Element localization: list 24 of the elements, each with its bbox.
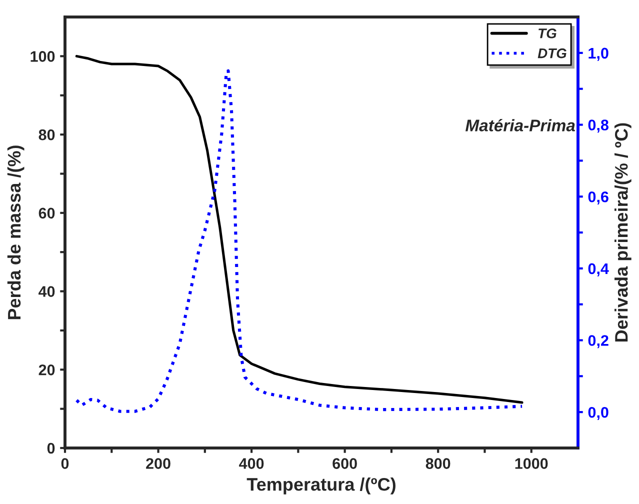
y-tick-label: 0 bbox=[47, 442, 55, 454]
y-tick-label: 60 bbox=[38, 208, 55, 219]
legend-label: TG bbox=[538, 28, 556, 38]
x-tick-label: 800 bbox=[426, 458, 450, 469]
y-axis-title: Perda de massa /(%) bbox=[7, 146, 24, 320]
x-tick-label: 400 bbox=[239, 458, 264, 469]
y-tick-label: 40 bbox=[38, 286, 55, 297]
x-tick-label: 1000 bbox=[515, 458, 548, 469]
x-tick-label: 0 bbox=[61, 458, 69, 469]
y-tick-label: 80 bbox=[38, 129, 55, 140]
y2-tick-label: 0,4 bbox=[588, 263, 609, 276]
y2-tick-label: 1,0 bbox=[588, 48, 608, 61]
x-axis-title: Temperatura /(ºC) bbox=[246, 478, 396, 494]
y-tick-label: 100 bbox=[30, 51, 55, 62]
y2-axis-title: Derivada primeira/(% / ºC) bbox=[614, 123, 632, 342]
y2-tick-label: 0,6 bbox=[588, 191, 608, 204]
legend-label: DTG bbox=[538, 48, 566, 58]
x-tick-label: 200 bbox=[146, 458, 170, 469]
y2-tick-label: 0,2 bbox=[588, 335, 608, 348]
x-tick-label: 600 bbox=[332, 458, 357, 469]
annotation: Matéria-Prima bbox=[466, 118, 575, 132]
y2-tick-label: 0,8 bbox=[588, 120, 608, 133]
y2-tick-label: 0,0 bbox=[588, 406, 608, 420]
y-tick-label: 20 bbox=[38, 364, 55, 376]
